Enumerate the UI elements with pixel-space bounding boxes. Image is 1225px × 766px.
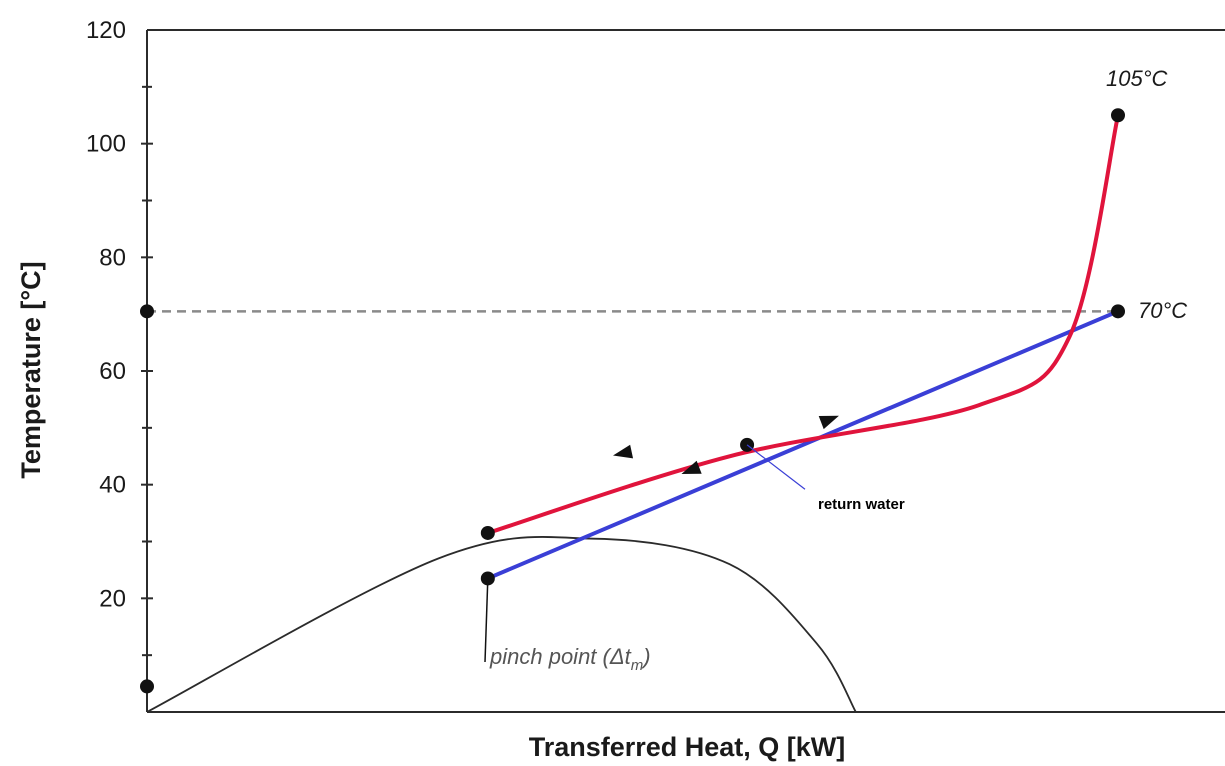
pinch-point-close: ) — [640, 644, 650, 669]
series-line-red — [485, 113, 1120, 535]
label-pinch-point: pinch point (Δtm) — [489, 644, 651, 674]
y-tick-label: 20 — [99, 585, 126, 612]
return-water-leader — [746, 444, 806, 490]
arrow-red-left-head — [613, 444, 634, 459]
label-70c: 70°C — [1138, 298, 1187, 323]
point-marker — [140, 679, 154, 694]
arrow-red-left — [613, 444, 634, 459]
arrow-blue-left — [681, 460, 702, 475]
pinch-point-subscript: m — [631, 657, 644, 674]
y-tick-label: 40 — [99, 472, 126, 499]
pinch-point-text: pinch point (Δt — [489, 644, 632, 669]
point-marker — [480, 525, 495, 540]
y-tick-label: 100 — [86, 131, 126, 158]
y-axis: 20 40 60 80 100 120 — [86, 17, 153, 657]
y-tick-label: 80 — [99, 244, 126, 271]
point-markers — [140, 108, 1125, 694]
point-marker — [1111, 108, 1125, 123]
point-marker — [140, 304, 154, 319]
pinch-point-leader — [484, 578, 489, 663]
series-line-blue — [485, 309, 1120, 581]
arrow-blue-right — [818, 415, 839, 430]
series-line-envelope — [146, 536, 857, 713]
x-axis-title: Transferred Heat, Q [kW] — [529, 732, 846, 762]
plot-frame — [146, 29, 1225, 713]
series-lines — [146, 113, 1120, 713]
y-tick-label: 60 — [99, 358, 126, 385]
flow-arrows — [613, 415, 839, 475]
y-tick-label: 120 — [86, 17, 126, 44]
point-marker — [1111, 304, 1125, 319]
arrow-blue-right-head — [818, 415, 839, 430]
y-axis-title: Temperature [°C] — [16, 261, 46, 478]
label-return-water: return water — [818, 496, 905, 513]
leader-lines — [484, 444, 806, 663]
arrow-blue-left-head — [681, 460, 702, 475]
label-105c: 105°C — [1106, 66, 1168, 91]
